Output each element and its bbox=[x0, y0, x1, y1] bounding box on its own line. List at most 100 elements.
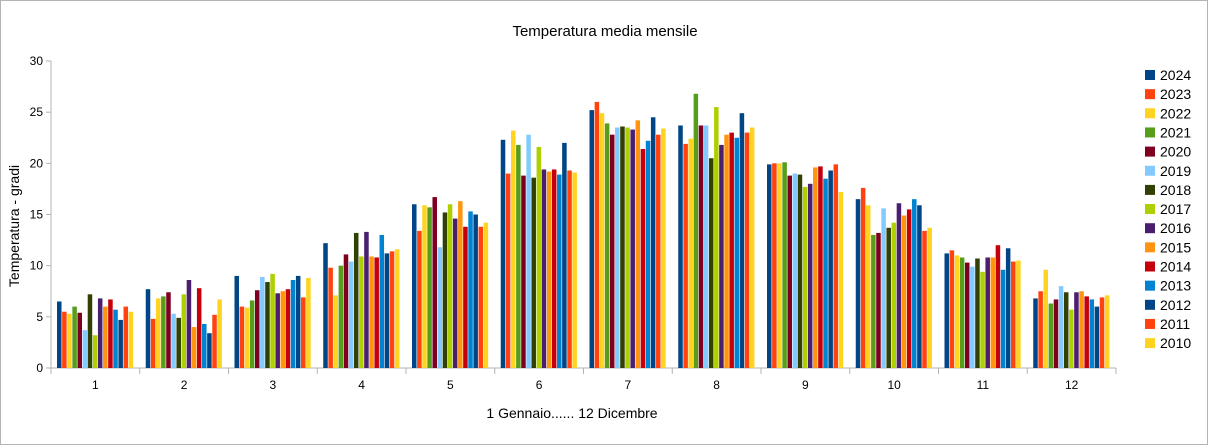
bar-2014-7 bbox=[640, 149, 646, 368]
bar-2017-2 bbox=[181, 294, 187, 368]
bar-2013-5 bbox=[468, 211, 473, 368]
bar-2021-2 bbox=[161, 296, 166, 368]
bar-2014-1 bbox=[108, 299, 113, 368]
legend-swatch-2023 bbox=[1145, 89, 1155, 100]
legend-swatch-2018 bbox=[1145, 184, 1155, 195]
bar-2018-3 bbox=[265, 282, 270, 368]
bar-2013-3 bbox=[290, 279, 296, 368]
bar-2012-1 bbox=[118, 319, 123, 368]
bar-2012-7 bbox=[650, 117, 656, 368]
bar-2024-5 bbox=[412, 204, 417, 368]
bar-2017-9 bbox=[802, 186, 808, 368]
bar-2016-5 bbox=[452, 218, 458, 368]
legend-swatch-2016 bbox=[1145, 223, 1155, 234]
x-tick-label: 1 bbox=[92, 378, 99, 392]
x-tick-label: 5 bbox=[447, 378, 454, 392]
legend-label-2023: 2023 bbox=[1160, 86, 1191, 102]
bar-2019-2 bbox=[171, 313, 176, 368]
bar-2022-8 bbox=[688, 138, 693, 368]
y-tick-label: 25 bbox=[30, 105, 44, 119]
bar-2024-8 bbox=[678, 125, 683, 368]
bar-2010-4 bbox=[394, 249, 400, 368]
bar-2024-2 bbox=[145, 289, 151, 368]
bar-2014-12 bbox=[1084, 296, 1089, 368]
x-tick-label: 3 bbox=[270, 378, 277, 392]
bar-2020-1 bbox=[77, 312, 82, 368]
bar-2016-11 bbox=[985, 257, 990, 368]
bar-2016-6 bbox=[541, 169, 547, 368]
bar-2021-3 bbox=[249, 300, 255, 368]
x-tick-label: 6 bbox=[536, 378, 543, 392]
bar-2012-6 bbox=[562, 142, 567, 368]
bar-2014-2 bbox=[196, 288, 202, 368]
bar-2010-2 bbox=[217, 299, 222, 368]
bar-2022-10 bbox=[865, 205, 871, 368]
x-tick-label: 9 bbox=[802, 378, 809, 392]
bar-2011-8 bbox=[744, 132, 750, 368]
legend-swatch-2022 bbox=[1145, 108, 1155, 119]
bar-2022-5 bbox=[422, 205, 427, 368]
bar-2015-12 bbox=[1079, 291, 1084, 368]
bar-2017-3 bbox=[270, 273, 275, 368]
bar-2017-10 bbox=[891, 222, 897, 368]
legend-swatch-2015 bbox=[1145, 242, 1155, 253]
bar-2018-7 bbox=[620, 126, 625, 369]
bar-2013-2 bbox=[202, 324, 207, 368]
bar-2011-6 bbox=[567, 170, 572, 368]
bar-2022-7 bbox=[599, 113, 605, 368]
bar-2020-3 bbox=[254, 290, 260, 368]
bar-2019-11 bbox=[970, 266, 975, 368]
bar-2015-1 bbox=[103, 306, 108, 368]
y-tick-label: 5 bbox=[36, 310, 43, 324]
bar-2020-6 bbox=[521, 175, 526, 368]
bar-2020-2 bbox=[166, 292, 171, 368]
bar-2022-12 bbox=[1043, 269, 1048, 368]
bar-2020-9 bbox=[787, 175, 792, 368]
bar-2010-12 bbox=[1104, 295, 1110, 368]
bar-2016-2 bbox=[186, 279, 192, 368]
bar-2023-1 bbox=[62, 311, 67, 368]
bar-2023-9 bbox=[772, 163, 777, 368]
bar-2016-10 bbox=[896, 203, 902, 368]
legend-swatch-2013 bbox=[1145, 280, 1155, 291]
bar-2017-5 bbox=[447, 204, 453, 368]
bar-2021-8 bbox=[693, 93, 699, 368]
bar-2015-6 bbox=[546, 171, 552, 368]
bar-2017-6 bbox=[536, 146, 542, 368]
bar-2021-10 bbox=[871, 234, 876, 368]
bar-2023-7 bbox=[594, 101, 600, 369]
bar-2011-7 bbox=[656, 134, 661, 368]
bar-2016-4 bbox=[364, 231, 369, 368]
bar-2022-4 bbox=[333, 295, 338, 368]
bar-2010-8 bbox=[749, 127, 755, 369]
bar-2014-3 bbox=[285, 289, 291, 368]
bar-2021-12 bbox=[1048, 303, 1054, 368]
bar-2016-1 bbox=[97, 298, 103, 368]
legend: 2024 2023 2022 2021 2020 2019 2018 2017 2016 2015… bbox=[1145, 67, 1191, 351]
bar-2013-10 bbox=[912, 199, 917, 368]
bar-2015-5 bbox=[458, 201, 463, 368]
legend-label-2012: 2012 bbox=[1160, 297, 1191, 313]
bar-2011-1 bbox=[123, 306, 129, 368]
bar-2017-7 bbox=[625, 127, 630, 369]
bar-2019-5 bbox=[437, 247, 443, 368]
bar-2013-11 bbox=[1000, 269, 1006, 368]
x-tick-label: 10 bbox=[887, 378, 901, 392]
bar-2014-9 bbox=[818, 166, 823, 368]
bar-2024-1 bbox=[57, 301, 62, 368]
bar-2021-7 bbox=[604, 123, 610, 368]
bar-2013-12 bbox=[1089, 299, 1095, 368]
bar-2017-1 bbox=[92, 335, 98, 368]
legend-label-2013: 2013 bbox=[1160, 278, 1191, 294]
bar-2013-7 bbox=[645, 140, 651, 368]
bar-2021-4 bbox=[338, 265, 344, 368]
bar-2017-8 bbox=[714, 107, 719, 369]
bar-2020-12 bbox=[1053, 299, 1059, 368]
bar-2012-11 bbox=[1005, 248, 1011, 368]
legend-swatch-2021 bbox=[1145, 127, 1155, 138]
bar-2023-4 bbox=[328, 267, 333, 368]
bar-2015-11 bbox=[990, 257, 996, 368]
bar-2011-4 bbox=[389, 251, 395, 368]
legend-swatch-2010 bbox=[1145, 338, 1155, 349]
